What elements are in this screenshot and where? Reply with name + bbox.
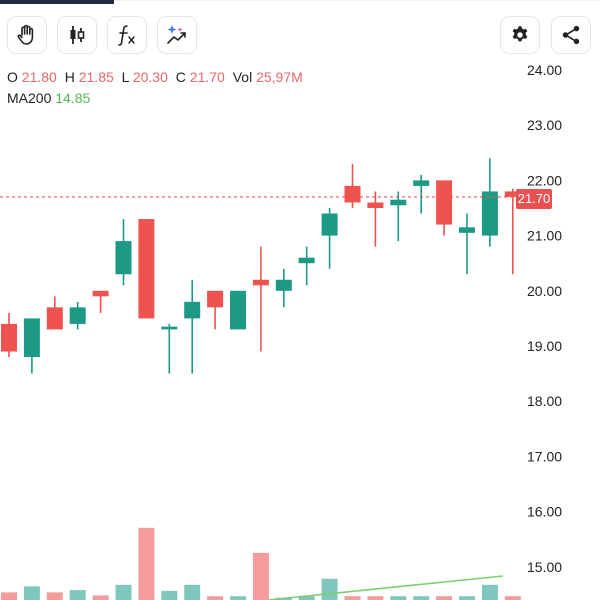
volume-bar — [321, 578, 338, 600]
volume-bar — [436, 596, 453, 600]
price-axis-label: 22.00 — [527, 172, 562, 188]
indicators-button[interactable] — [107, 16, 147, 54]
volume-bar — [138, 527, 155, 600]
price-axis-label: 18.00 — [527, 393, 562, 409]
volume-bar — [367, 596, 384, 600]
volume-bar — [207, 596, 224, 600]
candle-body — [230, 290, 246, 330]
price-axis-label: 17.00 — [527, 448, 562, 464]
candle-body — [252, 279, 269, 286]
volume-bars — [1, 527, 521, 600]
candle-body — [321, 213, 338, 236]
candle-body — [504, 191, 521, 197]
price-axis-label: 21.00 — [527, 228, 562, 244]
candle-body — [275, 279, 292, 291]
candle-body — [367, 202, 384, 208]
chart-type-button[interactable] — [57, 16, 97, 54]
high-label: H — [64, 69, 75, 85]
volume-value: 25,97M — [256, 69, 303, 85]
low-value: 20.30 — [132, 69, 168, 85]
current-price-tag: 21.70 — [516, 189, 552, 209]
ma-value: 14.85 — [55, 90, 91, 106]
ma-label: MA200 — [7, 90, 52, 106]
price-axis-label: 20.00 — [527, 283, 562, 299]
candlesticks — [1, 158, 521, 374]
candle-body — [481, 191, 498, 236]
ai-analysis-button[interactable] — [157, 16, 197, 54]
volume-label: Vol — [232, 69, 253, 85]
volume-bar — [413, 596, 430, 600]
candle-body — [161, 326, 178, 330]
top-divider — [0, 0, 600, 1]
ma-legend: MA200 14.85 — [7, 90, 90, 106]
candle-body — [184, 301, 201, 319]
candle-body — [436, 180, 453, 225]
fx-icon — [118, 25, 135, 46]
candle-body — [459, 227, 475, 233]
candle-body — [344, 185, 361, 203]
candle-body — [298, 257, 315, 264]
volume-bar — [230, 596, 246, 600]
volume-bar — [390, 596, 407, 600]
price-axis-label: 19.00 — [527, 338, 562, 354]
candle-body — [390, 199, 407, 206]
volume-bar — [252, 552, 269, 600]
candle-body — [46, 307, 63, 330]
ma200-line — [267, 575, 504, 600]
gear-icon — [512, 26, 528, 42]
candle-body — [92, 290, 109, 297]
volume-bar — [459, 596, 475, 600]
volume-bar — [481, 584, 498, 600]
open-value: 21.80 — [21, 69, 57, 85]
hand-icon — [17, 24, 34, 45]
open-label: O — [7, 69, 18, 85]
high-value: 21.85 — [78, 69, 114, 85]
candlestick-icon — [70, 26, 85, 44]
candle-body — [23, 318, 40, 358]
progress-accent-bar — [0, 0, 114, 4]
share-icon — [562, 25, 580, 45]
share-button[interactable] — [551, 16, 591, 54]
candle-body — [115, 241, 132, 275]
hand-tool-button[interactable] — [7, 16, 47, 54]
price-axis-label: 24.00 — [527, 62, 562, 78]
price-axis: 24.00 23.00 22.00 21.00 20.00 19.00 18.00 17.00… — [527, 62, 562, 575]
volume-bar — [504, 596, 521, 600]
price-axis-label: 23.00 — [527, 117, 562, 133]
volume-bar — [69, 590, 86, 600]
ohlc-legend: O 21.80 H 21.85 L 20.30 C 21.70 Vol 25,9… — [7, 69, 307, 85]
low-label: L — [121, 69, 129, 85]
close-value: 21.70 — [189, 69, 225, 85]
candle-body — [1, 323, 17, 352]
close-label: C — [175, 69, 186, 85]
volume-bar — [298, 596, 315, 600]
volume-bar — [344, 596, 361, 600]
volume-bar — [161, 590, 178, 600]
candle-body — [69, 307, 86, 324]
candle-body — [207, 290, 224, 308]
volume-bar — [1, 592, 17, 600]
candle-body — [413, 180, 430, 186]
volume-bar — [23, 586, 40, 600]
volume-bar — [46, 592, 63, 600]
volume-bar — [92, 595, 109, 600]
sparkle-trend-icon — [167, 25, 186, 44]
volume-bar — [115, 584, 132, 600]
price-axis-label: 15.00 — [527, 559, 562, 575]
price-axis-label: 16.00 — [527, 504, 562, 520]
settings-button[interactable] — [500, 16, 540, 54]
volume-bar — [184, 584, 201, 600]
candle-body — [138, 219, 155, 319]
